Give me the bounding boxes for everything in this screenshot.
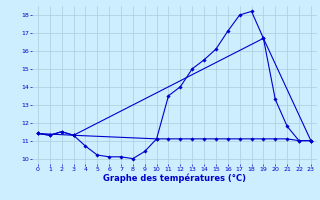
X-axis label: Graphe des températures (°C): Graphe des températures (°C)	[103, 174, 246, 183]
